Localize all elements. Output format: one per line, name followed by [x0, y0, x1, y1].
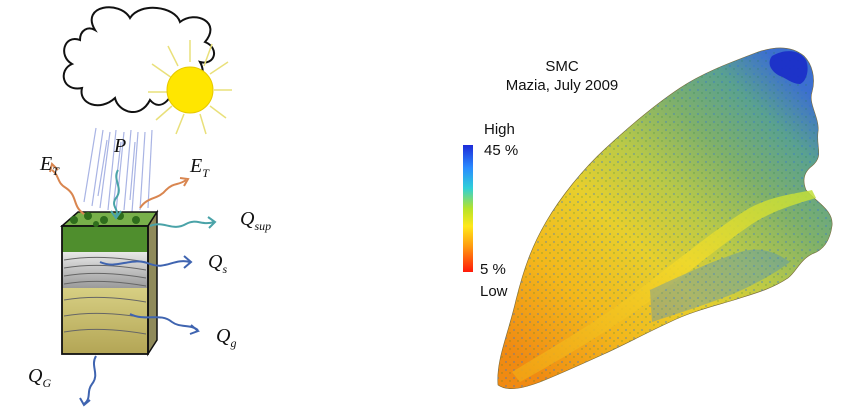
q-s-label: Qs: [208, 251, 228, 276]
catchment-area: [497, 47, 833, 390]
map-title-line2: Mazia, July 2009: [505, 77, 619, 94]
q-G-label: QG: [28, 365, 52, 390]
wet-slope-area: [650, 249, 790, 322]
valley-floor: [512, 190, 816, 382]
legend-high-label: High: [484, 121, 515, 138]
hydrology-sketch: [49, 6, 232, 407]
legend-colorbar: [463, 145, 473, 272]
legend-min-value: 5 %: [480, 261, 506, 278]
q-g-label: Qg: [216, 325, 237, 350]
q-G-arrow: [79, 355, 97, 407]
et-left-label: ET: [40, 153, 59, 178]
precip-arrow: [110, 169, 122, 220]
et-right-label: ET: [190, 155, 209, 180]
q-s-arrow: [99, 255, 193, 269]
sun-rays: [148, 40, 232, 135]
map-title: SMC Mazia, July 2009: [462, 57, 662, 95]
q-sup-arrow: [149, 216, 217, 229]
rain-streaks: [83, 127, 153, 213]
sun-shape: [166, 66, 214, 114]
hydrology-diagram: ET P ET Qsup Qs Qg QG: [0, 0, 300, 415]
map-title-line1: SMC: [545, 58, 579, 75]
legend-max-value: 45 %: [484, 142, 519, 159]
soil-column: [60, 209, 159, 357]
q-sup-label: Qsup: [240, 208, 272, 233]
q-g-arrow: [129, 313, 200, 335]
et-right-arrow: [139, 177, 190, 209]
precip-label: P: [114, 135, 127, 157]
catchment-texture: [497, 47, 833, 389]
et-left-arrow: [49, 162, 85, 215]
wet-peak-area: [769, 51, 808, 84]
legend-low-label: Low: [480, 283, 508, 300]
